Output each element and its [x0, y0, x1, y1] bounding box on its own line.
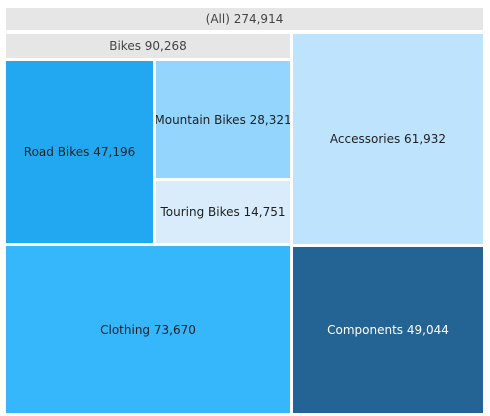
treemap-tile-accessories[interactable]: Accessories 61,932 — [293, 34, 483, 244]
treemap-root-header[interactable]: (All) 274,914 — [6, 8, 483, 30]
treemap-tile-clothing[interactable]: Clothing 73,670 — [6, 246, 290, 413]
treemap-bikes-header[interactable]: Bikes 90,268 — [6, 34, 290, 58]
treemap-tile-components[interactable]: Components 49,044 — [293, 247, 483, 413]
treemap-tile-mountain-bikes[interactable]: Mountain Bikes 28,321 — [156, 61, 290, 178]
treemap-tile-road-bikes[interactable]: Road Bikes 47,196 — [6, 61, 153, 243]
treemap-tile-touring-bikes[interactable]: Touring Bikes 14,751 — [156, 181, 290, 243]
